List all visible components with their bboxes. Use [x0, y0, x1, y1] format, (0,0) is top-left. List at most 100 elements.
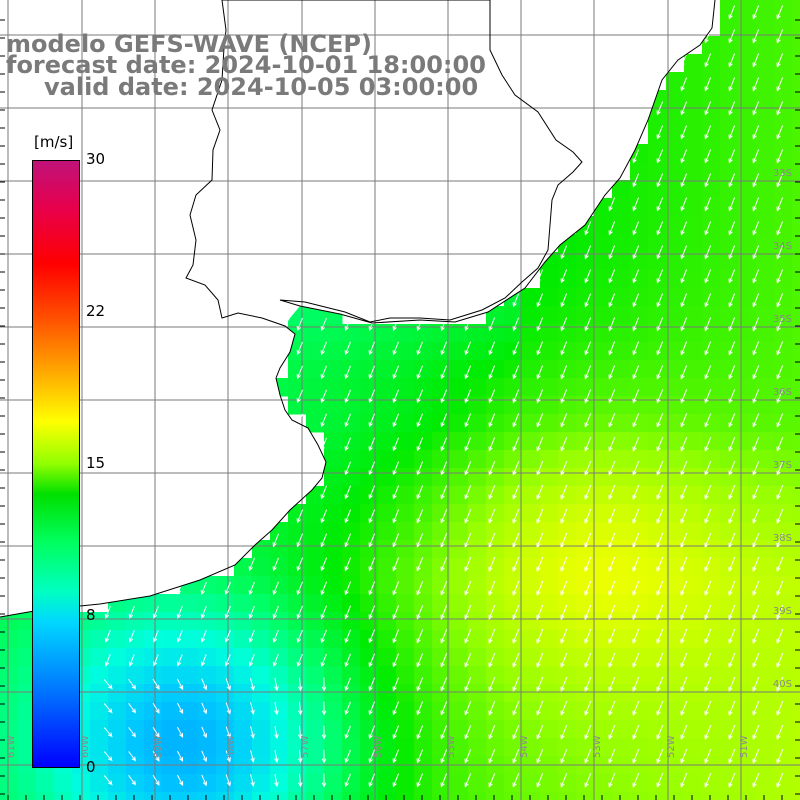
wind-cell [306, 702, 325, 721]
wind-cell [216, 648, 235, 667]
wind-arrow [488, 604, 496, 620]
wind-cell [486, 792, 505, 800]
wind-cell [756, 720, 775, 739]
wind-cell [558, 414, 577, 433]
wind-cell [522, 288, 541, 307]
wind-cell [360, 540, 379, 559]
wind-cell [576, 504, 595, 523]
wind-arrow [656, 245, 664, 260]
wind-cell [540, 306, 559, 325]
wind-cell [324, 504, 343, 523]
wind-cell [720, 504, 739, 523]
wind-arrow [656, 389, 664, 404]
wind-cell [144, 792, 163, 800]
wind-cell [0, 648, 19, 667]
wind-cell [630, 774, 649, 793]
wind-arrow [728, 724, 736, 740]
wind-arrow [512, 461, 520, 476]
wind-arrow [103, 751, 113, 762]
wind-cell [180, 774, 199, 793]
wind-cell [396, 396, 415, 415]
wind-cell [126, 648, 145, 667]
wind-arrow [128, 630, 135, 643]
wind-cell [666, 648, 685, 667]
wind-arrow [584, 700, 592, 716]
wind-cell [576, 684, 595, 703]
wind-cell [648, 324, 667, 343]
wind-arrow [250, 750, 255, 763]
wind-cell [756, 198, 775, 217]
wind-arrow [752, 245, 760, 260]
wind-cell [360, 324, 379, 343]
wind-cell [54, 792, 73, 800]
wind-cell [378, 558, 397, 577]
wind-cell [756, 108, 775, 127]
wind-cell [684, 198, 703, 217]
wind-arrow [776, 485, 784, 500]
wind-cell [702, 522, 721, 541]
wind-cell [648, 648, 667, 667]
wind-arrow [296, 557, 304, 572]
wind-arrow [704, 461, 712, 476]
wind-cell [0, 792, 19, 800]
wind-arrow [680, 197, 688, 212]
wind-cell [342, 576, 361, 595]
wind-cell [360, 396, 379, 415]
wind-cell [108, 666, 127, 685]
wind-cell [378, 612, 397, 631]
wind-cell [324, 522, 343, 541]
wind-arrow [344, 773, 351, 788]
wind-cell [648, 144, 667, 163]
wind-arrow [560, 269, 568, 284]
wind-arrow [728, 604, 736, 620]
wind-arrow [440, 653, 448, 668]
wind-arrow [608, 676, 616, 692]
wind-cell [558, 774, 577, 793]
wind-cell [198, 576, 217, 595]
wind-cell [594, 594, 613, 613]
wind-cell [360, 720, 379, 739]
wind-arrow [680, 413, 688, 428]
wind-cell [792, 270, 800, 289]
wind-arrow [776, 772, 784, 788]
wind-cell [684, 72, 703, 91]
wind-arrow [128, 775, 137, 786]
wind-arrow [584, 749, 592, 764]
wind-cell [522, 576, 541, 595]
wind-arrow [440, 773, 448, 788]
wind-arrow [560, 773, 568, 788]
wind-cell [684, 774, 703, 793]
wind-cell [630, 738, 649, 757]
wind-cell [486, 702, 505, 721]
wind-arrow [728, 748, 736, 764]
wind-arrow [752, 5, 760, 20]
wind-arrow [632, 245, 640, 260]
wind-arrow [632, 413, 640, 428]
wind-cell [378, 450, 397, 469]
wind-arrow [680, 245, 688, 260]
wind-cell [414, 360, 433, 379]
wind-cell [648, 522, 667, 541]
wind-cell [540, 612, 559, 631]
wind-cell [792, 594, 800, 613]
wind-cell [720, 234, 739, 253]
wind-arrow [416, 629, 424, 644]
wind-cell [594, 360, 613, 379]
wind-cell [630, 288, 649, 307]
wind-cell [270, 738, 289, 757]
wind-arrow [368, 485, 376, 500]
wind-arrow [368, 677, 376, 692]
wind-cell [612, 288, 631, 307]
wind-cell [702, 162, 721, 181]
wind-cell [486, 666, 505, 685]
wind-cell [792, 0, 800, 19]
wind-cell [702, 594, 721, 613]
wind-cell [522, 612, 541, 631]
wind-cell [738, 270, 757, 289]
wind-cell [792, 126, 800, 145]
wind-arrow [656, 508, 664, 524]
wind-arrow [440, 629, 448, 644]
wind-cell [594, 432, 613, 451]
wind-cell [630, 162, 649, 181]
wind-cell [756, 666, 775, 685]
